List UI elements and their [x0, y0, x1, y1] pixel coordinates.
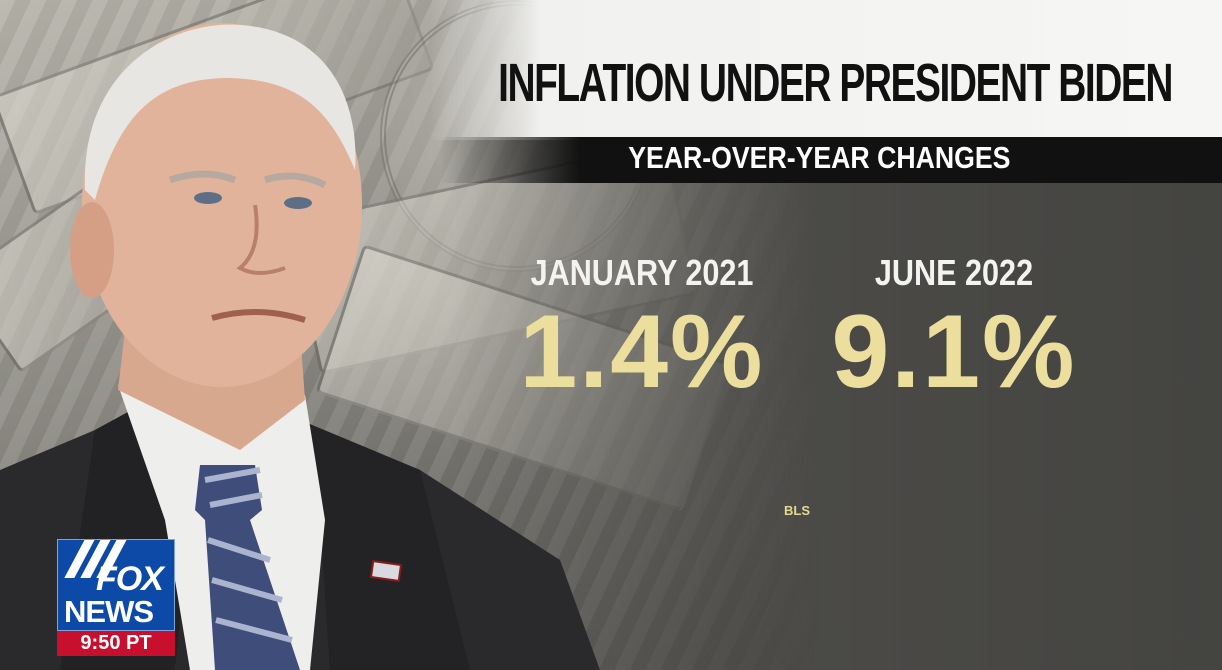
stat-value: 1.4% — [519, 294, 765, 410]
stat-label: JUNE 2022 — [874, 252, 1034, 293]
stat-june-2022: JUNE 2022 9.1% — [804, 252, 1104, 408]
source-label: BLS — [784, 503, 810, 518]
stat-value: 9.1% — [831, 294, 1077, 410]
graphic-subtitle: YEAR-OVER-YEAR CHANGES — [627, 140, 1010, 175]
title-band — [430, 0, 1222, 140]
graphic-title: INFLATION UNDER PRESIDENT BIDEN — [498, 53, 1173, 113]
fox-news-logo: FOX NEWS 9:50 PT — [57, 539, 175, 656]
stat-label: JANUARY 2021 — [530, 252, 754, 293]
broadcast-time: 9:50 PT — [57, 631, 175, 656]
fox-news-logo-box: FOX NEWS — [57, 539, 175, 631]
subtitle-band — [440, 137, 1222, 183]
logo-news-text: NEWS — [64, 594, 154, 629]
stat-january-2021: JANUARY 2021 1.4% — [492, 252, 792, 408]
logo-fox-text: FOX — [96, 560, 164, 598]
